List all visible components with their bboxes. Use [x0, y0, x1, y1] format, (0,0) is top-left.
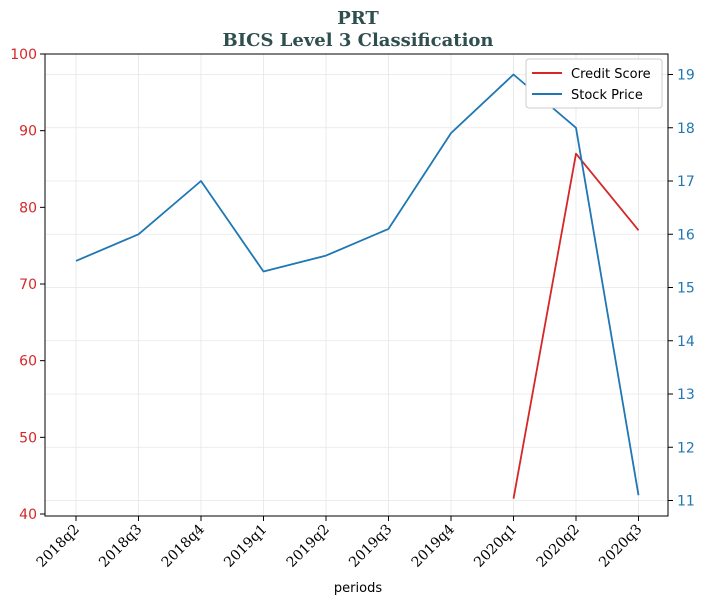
legend-label-credit-score: Credit Score — [571, 67, 651, 82]
chart-title: PRT — [337, 8, 379, 29]
right-tick-label: 14 — [677, 334, 695, 350]
left-tick-label: 70 — [19, 277, 37, 293]
right-tick-label: 15 — [677, 281, 695, 297]
x-tick-label: 2019q4 — [409, 521, 458, 570]
grid — [45, 54, 668, 516]
series-line-credit-score — [512, 152, 640, 499]
x-tick-label: 2020q1 — [471, 522, 520, 571]
x-tick-label: 2019q2 — [284, 522, 333, 571]
left-tick-label: 50 — [19, 430, 37, 446]
right-tick-label: 19 — [677, 68, 695, 84]
x-axis-label: periods — [334, 581, 382, 596]
right-tick-label: 12 — [677, 440, 695, 456]
right-tick-label: 18 — [677, 121, 695, 137]
left-tick-label: 40 — [19, 507, 37, 523]
left-tick-label: 80 — [19, 200, 37, 216]
legend-box — [525, 58, 663, 109]
x-tick-label: 2018q2 — [34, 522, 83, 571]
left-tick-label: 100 — [10, 47, 37, 63]
series-line-stock-price — [75, 73, 640, 496]
x-tick-label: 2018q4 — [159, 521, 208, 570]
right-axis: 11 12 13 14 15 16 17 18 19 — [668, 68, 695, 510]
x-tick-label: 2018q3 — [96, 522, 145, 571]
chart-subtitle: BICS Level 3 Classification — [222, 30, 493, 51]
left-tick-label: 60 — [19, 354, 37, 370]
legend: Credit Score Stock Price — [525, 58, 663, 109]
right-tick-label: 17 — [677, 174, 695, 190]
right-tick-label: 16 — [677, 227, 695, 243]
x-tick-label: 2019q3 — [346, 522, 395, 571]
right-tick-label: 13 — [677, 387, 695, 403]
x-tick-label: 2020q3 — [596, 522, 645, 571]
legend-label-stock-price: Stock Price — [571, 88, 643, 103]
left-tick-label: 90 — [19, 124, 37, 140]
x-tick-label: 2020q2 — [534, 522, 583, 571]
series-lines — [75, 73, 640, 499]
right-tick-label: 11 — [677, 494, 695, 510]
plot-frame — [44, 53, 669, 517]
left-axis: 40 50 60 70 80 90 100 — [10, 47, 45, 523]
x-tick-label: 2019q1 — [221, 522, 270, 571]
x-axis: 2018q2 2018q3 2018q4 2019q1 2019q2 2019q3 2019… — [34, 516, 645, 571]
